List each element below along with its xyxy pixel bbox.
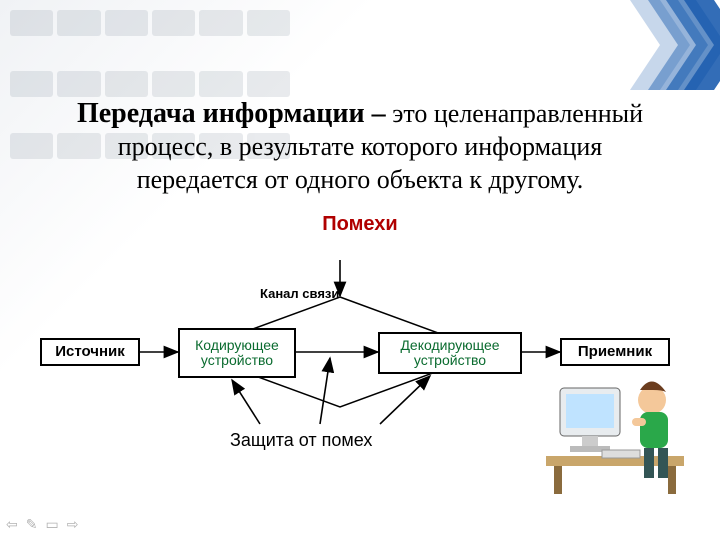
nav-prev-icon[interactable]: ⇦ — [6, 517, 18, 534]
node-decoder: Декодирующее устройство — [378, 332, 522, 374]
nav-controls: ⇦ ✎ ▭ ⇨ — [6, 517, 78, 534]
heading-block: Передача информации – это целенаправленн… — [60, 96, 660, 196]
chevron-decor — [600, 0, 720, 90]
clipart-computer-user — [540, 360, 690, 500]
nav-next-icon[interactable]: ⇨ — [67, 517, 79, 534]
title-bold: Передача информации – — [77, 98, 386, 129]
nav-pen-icon[interactable]: ✎ — [26, 517, 38, 534]
red-overlay-text: Помехи — [0, 213, 720, 236]
label-channel: Канал связи — [260, 286, 339, 301]
slide: Передача информации – это целенаправленн… — [0, 0, 720, 540]
node-encoder: Кодирующее устройство — [178, 328, 296, 378]
label-protect: Защита от помех — [230, 430, 372, 451]
nav-screen-icon[interactable]: ▭ — [45, 517, 58, 534]
node-src: Источник — [40, 338, 140, 366]
